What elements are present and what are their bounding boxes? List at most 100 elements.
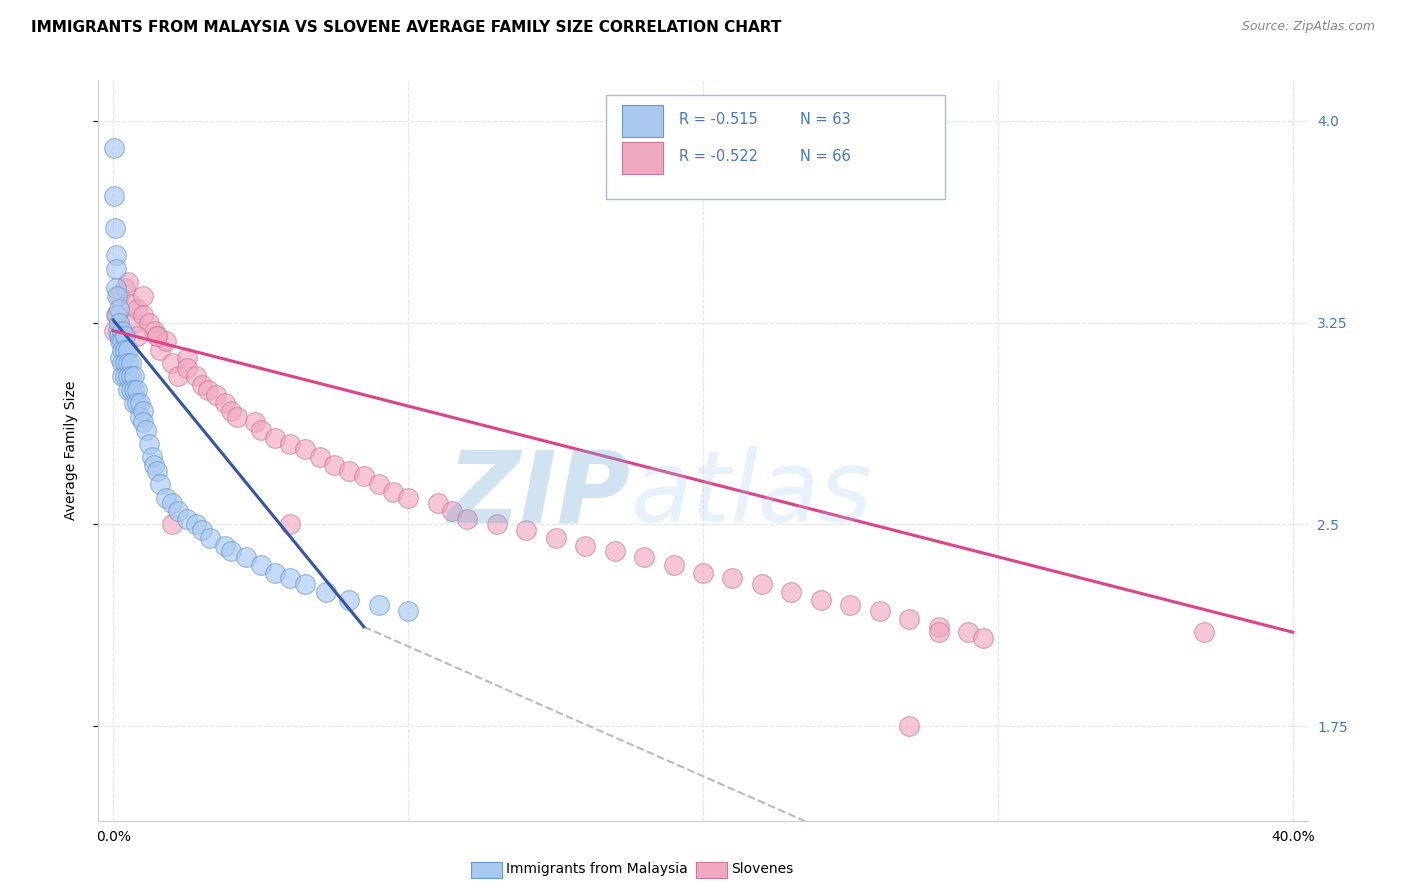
Point xyxy=(146,329,169,343)
Point xyxy=(111,369,134,384)
Point xyxy=(353,469,375,483)
Point xyxy=(235,549,257,564)
Point xyxy=(117,343,139,357)
Point xyxy=(138,436,160,450)
Point xyxy=(146,329,169,343)
Point xyxy=(111,324,134,338)
Point xyxy=(114,280,136,294)
Point xyxy=(264,431,287,445)
Point xyxy=(143,324,166,338)
Point xyxy=(120,356,142,370)
Point xyxy=(243,415,266,429)
Point xyxy=(111,343,134,357)
Point xyxy=(122,383,145,397)
Point xyxy=(197,383,219,397)
Point xyxy=(131,308,153,322)
Point xyxy=(574,539,596,553)
Point xyxy=(107,324,129,338)
Point xyxy=(396,604,419,618)
Point xyxy=(111,334,134,349)
FancyBboxPatch shape xyxy=(621,104,664,137)
Point xyxy=(337,464,360,478)
Point xyxy=(128,409,150,424)
Point xyxy=(264,566,287,580)
Point xyxy=(205,388,228,402)
Point xyxy=(898,719,921,733)
Point xyxy=(160,356,183,370)
Point xyxy=(441,504,464,518)
Point xyxy=(141,450,163,465)
Point xyxy=(108,329,131,343)
Point xyxy=(176,512,198,526)
Point xyxy=(426,496,449,510)
Point xyxy=(122,316,145,330)
Point xyxy=(125,329,148,343)
Point xyxy=(117,275,139,289)
Point xyxy=(249,423,271,437)
Point xyxy=(114,356,136,370)
Point xyxy=(780,584,803,599)
Point xyxy=(125,396,148,410)
Point xyxy=(114,369,136,384)
Point xyxy=(308,450,330,465)
Point xyxy=(155,334,177,349)
Point xyxy=(294,442,316,456)
Text: N = 63: N = 63 xyxy=(800,112,851,127)
Point xyxy=(160,496,183,510)
Point xyxy=(190,377,212,392)
Text: Source: ZipAtlas.com: Source: ZipAtlas.com xyxy=(1241,20,1375,33)
Text: Slovenes: Slovenes xyxy=(731,862,793,876)
Point xyxy=(839,599,862,613)
Point xyxy=(167,369,190,384)
Text: ZIP: ZIP xyxy=(447,446,630,543)
Point xyxy=(108,302,131,317)
Point xyxy=(226,409,249,424)
FancyBboxPatch shape xyxy=(606,95,945,199)
Point xyxy=(120,369,142,384)
Point xyxy=(105,288,128,302)
Point xyxy=(200,531,222,545)
Point xyxy=(662,558,685,572)
Point xyxy=(103,324,125,338)
Point xyxy=(105,261,128,276)
Point xyxy=(603,544,626,558)
Point xyxy=(278,436,301,450)
Point xyxy=(367,477,389,491)
Point xyxy=(928,620,950,634)
Point xyxy=(249,558,271,572)
Text: R = -0.515: R = -0.515 xyxy=(679,112,758,127)
Point xyxy=(155,491,177,505)
Point xyxy=(692,566,714,580)
Point xyxy=(219,544,242,558)
Point xyxy=(108,351,131,365)
Point xyxy=(111,356,134,370)
Point xyxy=(160,517,183,532)
Point xyxy=(128,396,150,410)
Point xyxy=(219,404,242,418)
Point xyxy=(104,221,127,235)
Point xyxy=(456,512,478,526)
Point xyxy=(122,396,145,410)
Point xyxy=(120,383,142,397)
Point xyxy=(138,316,160,330)
Point xyxy=(167,504,190,518)
Point xyxy=(515,523,537,537)
Point xyxy=(176,361,198,376)
Point xyxy=(633,549,655,564)
Point xyxy=(810,593,832,607)
Text: Immigrants from Malaysia: Immigrants from Malaysia xyxy=(506,862,688,876)
Point xyxy=(108,288,131,302)
Point xyxy=(184,517,207,532)
Point xyxy=(721,571,744,585)
Point xyxy=(103,140,125,154)
Point xyxy=(869,604,891,618)
Point xyxy=(131,404,153,418)
Point xyxy=(1194,625,1216,640)
Point xyxy=(117,369,139,384)
Point xyxy=(184,369,207,384)
Text: R = -0.522: R = -0.522 xyxy=(679,149,758,164)
Point xyxy=(367,599,389,613)
Point xyxy=(103,189,125,203)
Point xyxy=(143,458,166,473)
Point xyxy=(146,464,169,478)
